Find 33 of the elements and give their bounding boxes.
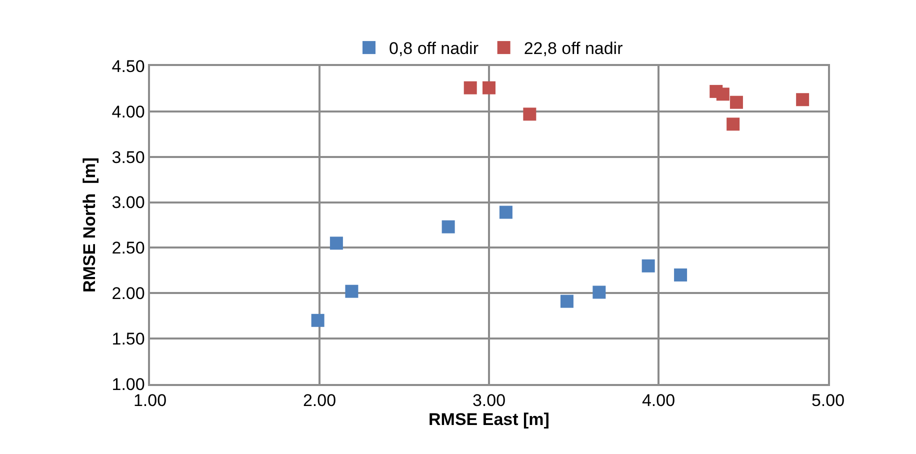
point [560,294,574,308]
y-tick-label: 3.50 [112,148,145,167]
point [730,96,743,109]
y-tick-label: 2.50 [112,238,145,258]
point [592,286,606,299]
point [642,259,655,272]
x-axis-title: RMSE East [m] [428,410,550,430]
x-tick-label: 5.00 [811,391,845,410]
y-tick-label: 1.50 [112,330,145,349]
point [311,314,324,327]
y-tick-label: 3.00 [112,193,145,212]
point [330,236,343,250]
point [674,268,688,282]
point [345,284,358,298]
y-tick-label: 1.00 [112,374,145,394]
y-tick-label: 2.00 [112,284,145,304]
point [796,93,810,106]
x-tick-label: 3.00 [472,391,506,410]
point [442,220,455,234]
legend-label: 0,8 off nadir [389,39,479,58]
y-tick-label: 4.50 [112,56,145,76]
point [464,81,477,94]
y-tick-label: 4.00 [112,102,145,122]
x-tick-label: 1.00 [133,391,167,410]
legend-label: 22,8 off nadir [524,39,624,58]
point [523,108,536,121]
point [716,88,730,101]
point [726,118,740,131]
point [482,81,496,94]
x-tick-label: 2.00 [302,391,336,410]
point [499,206,512,219]
x-tick-label: 4.00 [642,391,676,410]
y-axis-title: RMSE North [m] [80,157,99,293]
